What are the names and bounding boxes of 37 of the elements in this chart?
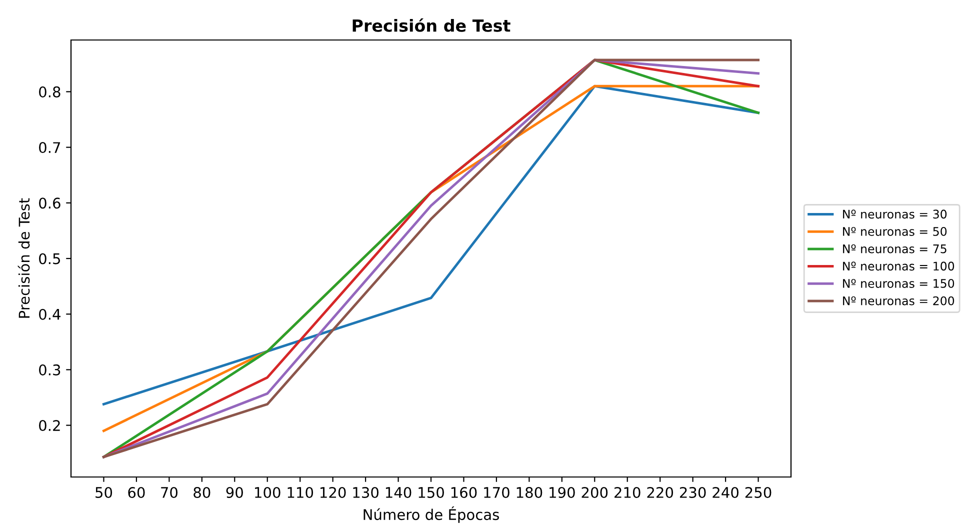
chart-title: Precisión de Test xyxy=(352,18,510,32)
y-tick-label: 0.3 xyxy=(39,364,60,376)
x-tick-label: 60 xyxy=(128,486,145,498)
x-tick-label: 150 xyxy=(418,486,444,498)
x-tick-label: 200 xyxy=(582,486,608,498)
x-axis-title: Número de Épocas xyxy=(364,506,499,523)
x-tick-label: 80 xyxy=(194,486,210,498)
legend-label: Nº neuronas = 30 xyxy=(843,210,947,219)
x-tick-label: 50 xyxy=(96,486,112,498)
legend-label: Nº neuronas = 75 xyxy=(843,244,946,254)
x-tick-label: 230 xyxy=(680,486,706,498)
x-tick-label: 220 xyxy=(647,486,674,498)
y-tick-label: 0.5 xyxy=(39,253,60,264)
x-tick-label: 110 xyxy=(288,486,314,498)
x-tick-label: 70 xyxy=(161,486,178,498)
x-tick-label: 210 xyxy=(614,486,640,498)
x-tick-label: 180 xyxy=(516,486,542,498)
y-tick-label: 0.8 xyxy=(39,86,60,98)
x-tick-label: 240 xyxy=(712,486,738,498)
x-tick-label: 90 xyxy=(226,486,243,498)
x-tick-label: 250 xyxy=(745,486,772,498)
x-tick-label: 100 xyxy=(255,486,280,498)
x-tick-label: 160 xyxy=(451,486,477,498)
x-tick-label: 140 xyxy=(386,486,412,498)
x-tick-label: 120 xyxy=(320,486,346,498)
legend-label: Nº neuronas = 150 xyxy=(843,278,954,288)
x-tick-label: 170 xyxy=(484,486,510,498)
x-tick-label: 130 xyxy=(353,486,378,498)
y-tick-label: 0.6 xyxy=(39,198,60,209)
legend-label: Nº neuronas = 100 xyxy=(843,262,954,271)
legend-label: Nº neuronas = 200 xyxy=(843,296,954,306)
x-tick-label: 190 xyxy=(550,486,575,498)
y-axis-title: Precisión de Test xyxy=(18,198,30,318)
y-tick-label: 0.4 xyxy=(39,308,60,320)
legend-label: Nº neuronas = 50 xyxy=(843,227,947,236)
y-tick-label: 0.2 xyxy=(39,420,60,432)
y-tick-label: 0.7 xyxy=(39,142,60,154)
